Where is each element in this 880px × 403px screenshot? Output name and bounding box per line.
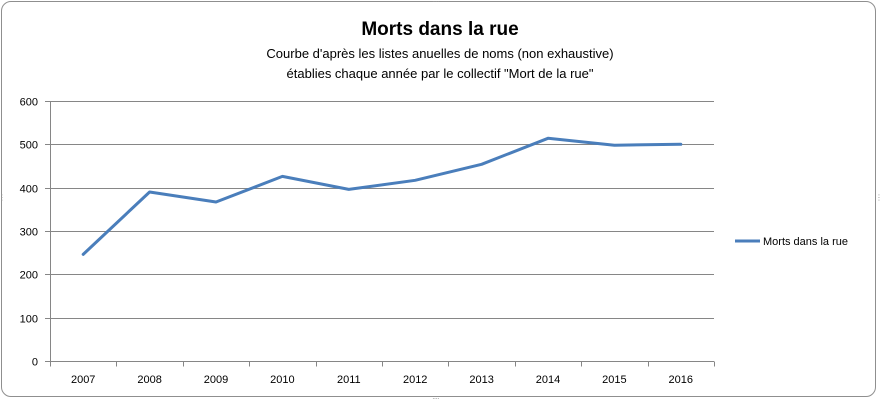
y-tick-label: 200 bbox=[20, 270, 38, 282]
resize-handle-bottom[interactable]: ···· bbox=[432, 394, 440, 403]
y-tick-label: 100 bbox=[20, 314, 38, 326]
resize-handle-top[interactable]: ···· bbox=[432, 0, 440, 6]
legend: Morts dans la rue bbox=[735, 236, 848, 248]
resize-handle-right[interactable]: ⋮ bbox=[875, 193, 880, 202]
y-tick-label: 500 bbox=[20, 140, 38, 152]
y-tick-label: 0 bbox=[32, 357, 38, 369]
resize-handle-left[interactable]: ⋮ bbox=[0, 193, 6, 202]
x-tick-label: 2008 bbox=[137, 374, 161, 386]
x-tick-label: 2009 bbox=[204, 374, 228, 386]
x-tick-label: 2007 bbox=[71, 374, 95, 386]
x-tick-label: 2010 bbox=[270, 374, 294, 386]
plot-series bbox=[81, 136, 683, 256]
x-axis: 2007 2008 2009 2010 2011 2012 2013 2014 2015 2016 bbox=[50, 361, 715, 386]
y-tick-label: 600 bbox=[20, 97, 38, 109]
chart-subtitle-line-1: Courbe d'après les listes anuelles de no… bbox=[266, 46, 614, 61]
chart-subtitle-line-2: établies chaque année par le collectif "… bbox=[286, 66, 594, 81]
x-tick-label: 2011 bbox=[337, 374, 361, 386]
x-tick-label: 2016 bbox=[669, 374, 693, 386]
y-tick-label: 400 bbox=[20, 184, 38, 196]
x-tick-label: 2012 bbox=[403, 374, 427, 386]
x-tick-label: 2015 bbox=[602, 374, 626, 386]
x-tick-label: 2013 bbox=[469, 374, 493, 386]
gridlines bbox=[50, 101, 714, 319]
chart-title: Morts dans la rue bbox=[361, 19, 519, 40]
legend-label: Morts dans la rue bbox=[763, 236, 848, 248]
y-tick-label: 300 bbox=[20, 227, 38, 239]
chart-frame[interactable] bbox=[1, 1, 876, 397]
series-line bbox=[81, 136, 683, 256]
x-tick-label: 2014 bbox=[536, 374, 560, 386]
y-axis: 0 100 200 300 400 500 600 bbox=[20, 97, 51, 369]
